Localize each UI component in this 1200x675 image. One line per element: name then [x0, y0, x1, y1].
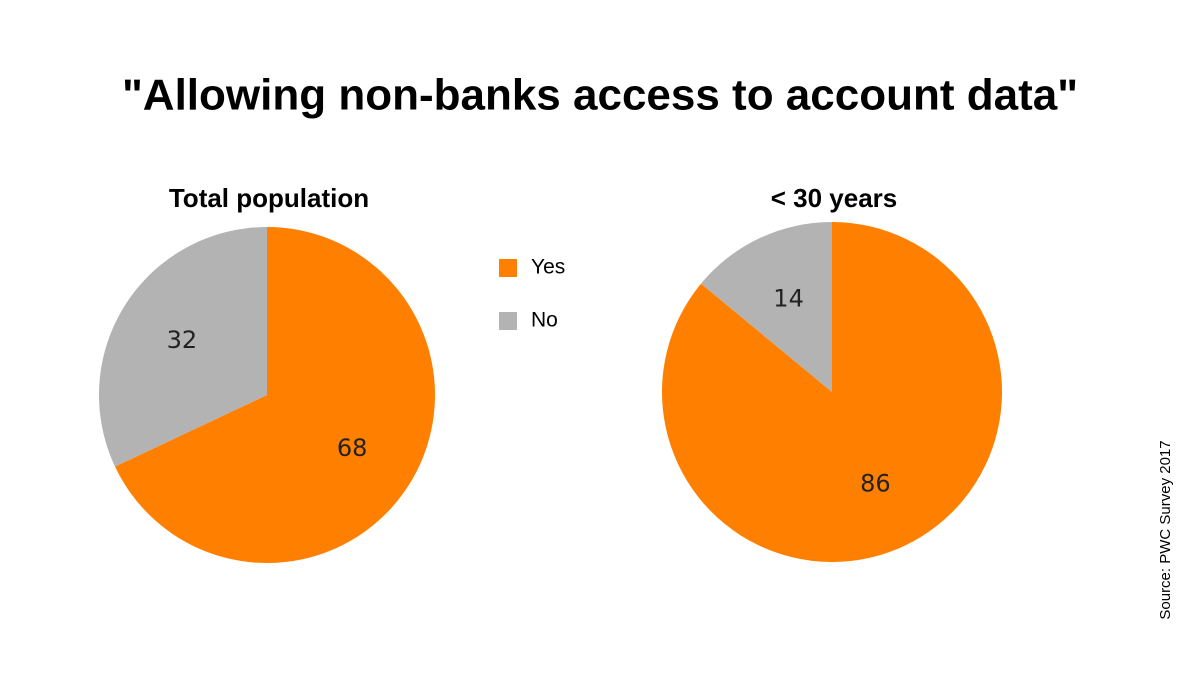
data-label: 68 [337, 434, 368, 462]
pie-title: < 30 years [771, 183, 898, 213]
legend-label: Yes [531, 256, 565, 279]
data-label: 32 [167, 326, 198, 354]
pie-slice [114, 227, 435, 563]
legend-swatch [499, 312, 517, 330]
legend-swatch [499, 259, 517, 277]
legend-label: No [531, 309, 558, 332]
pie-slice [98, 227, 267, 467]
chart-title: "Allowing non-banks access to account da… [122, 71, 1078, 120]
data-label: 14 [773, 285, 804, 313]
pie-slice [701, 222, 832, 392]
data-label: 86 [860, 469, 891, 497]
source: Source: PWC Survey 2017 [1157, 440, 1174, 619]
pie-slice [661, 222, 1002, 562]
pie-title: Total population [169, 183, 369, 213]
